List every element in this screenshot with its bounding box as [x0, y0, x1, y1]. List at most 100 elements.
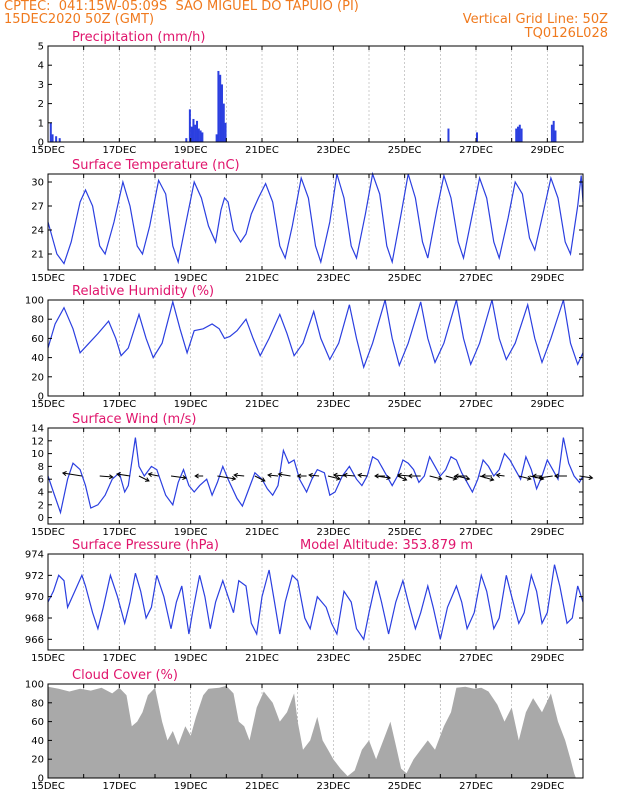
x-tick-label: 17DEC: [102, 399, 136, 410]
y-tick-label: 2: [38, 99, 44, 110]
plot-frame: [47, 299, 584, 397]
x-tick-label: 23DEC: [316, 273, 350, 284]
wind-vector-head: [481, 473, 486, 479]
x-tick-label: 15DEC: [31, 527, 65, 538]
x-tick-label: 19DEC: [174, 399, 208, 410]
x-tick-label: 19DEC: [174, 653, 208, 664]
series-line: [47, 564, 584, 641]
precip-bar: [215, 134, 218, 142]
precip-bar: [197, 128, 200, 142]
panel-4: 15DEC 17DEC 19DEC 21DEC 23DEC 25DEC 27DEC 29DEC…: [25, 538, 584, 664]
panel-title: Relative Humidity (%): [72, 284, 214, 299]
x-tick-label: 15DEC: [31, 273, 65, 284]
panel-title: Cloud Cover (%): [72, 668, 178, 683]
x-tick-label: 19DEC: [174, 145, 208, 156]
header-location: CPTEC: 041:15W-05:09S SAO MIGUEL DO TAPU…: [4, 0, 359, 14]
y-tick-label: 2: [38, 500, 44, 511]
wind-vector: [397, 474, 411, 477]
wind-vector-head: [231, 476, 237, 481]
wind-vector: [429, 475, 442, 480]
wind-vector-head: [495, 472, 501, 478]
plot-frame: [47, 553, 584, 651]
wind-vector: [62, 472, 82, 477]
plot-frame: [47, 173, 584, 271]
y-tick-label: 968: [25, 614, 44, 625]
y-tick-label: 40: [31, 736, 44, 747]
precip-bar: [518, 124, 521, 142]
y-tick-label: 21: [31, 250, 44, 261]
precip-bar: [224, 122, 227, 142]
wind-vector-head: [407, 473, 413, 479]
precip-bar: [517, 126, 520, 142]
x-tick-label: 15DEC: [31, 145, 65, 156]
x-tick-label: 21DEC: [245, 145, 279, 156]
wind-vector: [278, 473, 291, 477]
wind-vector-head: [465, 475, 471, 481]
wind-vector: [148, 473, 159, 477]
series-line: [47, 437, 584, 515]
wind-vector: [529, 475, 544, 480]
wind-vector: [397, 475, 407, 481]
wind-vector-head: [336, 475, 341, 481]
precip-bar: [185, 138, 188, 142]
wind-vector: [309, 474, 320, 477]
panel-annotation: Model Altitude: 353.879 m: [300, 538, 473, 553]
wind-vector-head: [182, 475, 188, 481]
x-tick-label: 27DEC: [459, 781, 493, 792]
wind-vector-head: [308, 472, 313, 478]
y-tick-label: 972: [25, 571, 44, 582]
y-tick-label: 1: [38, 118, 44, 129]
y-tick-label: 100: [25, 296, 44, 307]
x-tick-label: 21DEC: [245, 653, 279, 664]
x-tick-label: 21DEC: [245, 399, 279, 410]
wind-vector: [116, 473, 131, 477]
series-line: [47, 171, 584, 265]
wind-vector-head: [296, 473, 302, 479]
wind-vector-head: [489, 476, 495, 482]
panel-0: 15DEC 17DEC 19DEC 21DEC 23DEC 25DEC 27DEC 29DEC…: [31, 30, 584, 156]
y-tick-label: 5: [38, 42, 44, 53]
x-tick-label: 17DEC: [102, 527, 136, 538]
y-tick-label: 0: [38, 138, 44, 149]
header-run-date: 15DEC2020 50Z (GMT): [4, 12, 155, 27]
precip-bar: [188, 109, 191, 142]
wind-vector: [333, 474, 346, 477]
x-tick-label: 17DEC: [102, 653, 136, 664]
panel-title: Surface Pressure (hPa): [72, 538, 219, 553]
precip-bar: [554, 130, 557, 142]
wind-vector: [343, 474, 355, 477]
y-tick-label: 966: [25, 635, 44, 646]
wind-vector: [358, 474, 368, 477]
x-tick-label: 19DEC: [174, 527, 208, 538]
x-tick-label: 15DEC: [31, 399, 65, 410]
wind-vector-head: [402, 476, 408, 481]
panel-5: 15DEC 17DEC 19DEC 21DEC 23DEC 25DEC 27DEC 29DEC…: [25, 668, 584, 792]
precip-bar: [219, 74, 222, 142]
y-tick-label: 80: [31, 698, 44, 709]
wind-vector: [518, 475, 531, 480]
x-tick-label: 29DEC: [530, 273, 564, 284]
y-tick-label: 4: [38, 488, 44, 499]
precip-bar: [190, 126, 193, 142]
precip-bar: [476, 132, 478, 142]
y-tick-label: 4: [38, 61, 44, 72]
y-tick-label: 20: [31, 755, 44, 766]
y-tick-label: 24: [31, 226, 44, 237]
wind-vector: [170, 475, 187, 479]
y-tick-label: 40: [31, 353, 44, 364]
wind-vector-head: [537, 475, 543, 481]
precip-bar: [194, 124, 197, 142]
y-tick-label: 60: [31, 334, 44, 345]
x-tick-label: 21DEC: [245, 527, 279, 538]
wind-vector: [254, 475, 266, 482]
x-tick-label: 17DEC: [102, 273, 136, 284]
wind-vector-head: [332, 472, 338, 478]
wind-vector-head: [454, 473, 459, 479]
precip-bar: [55, 136, 58, 142]
x-tick-label: 19DEC: [174, 781, 208, 792]
wind-vector-head: [532, 473, 537, 479]
x-tick-label: 29DEC: [530, 653, 564, 664]
y-tick-label: 3: [38, 80, 44, 91]
precip-bar: [49, 122, 52, 142]
wind-vector-head: [144, 477, 150, 482]
